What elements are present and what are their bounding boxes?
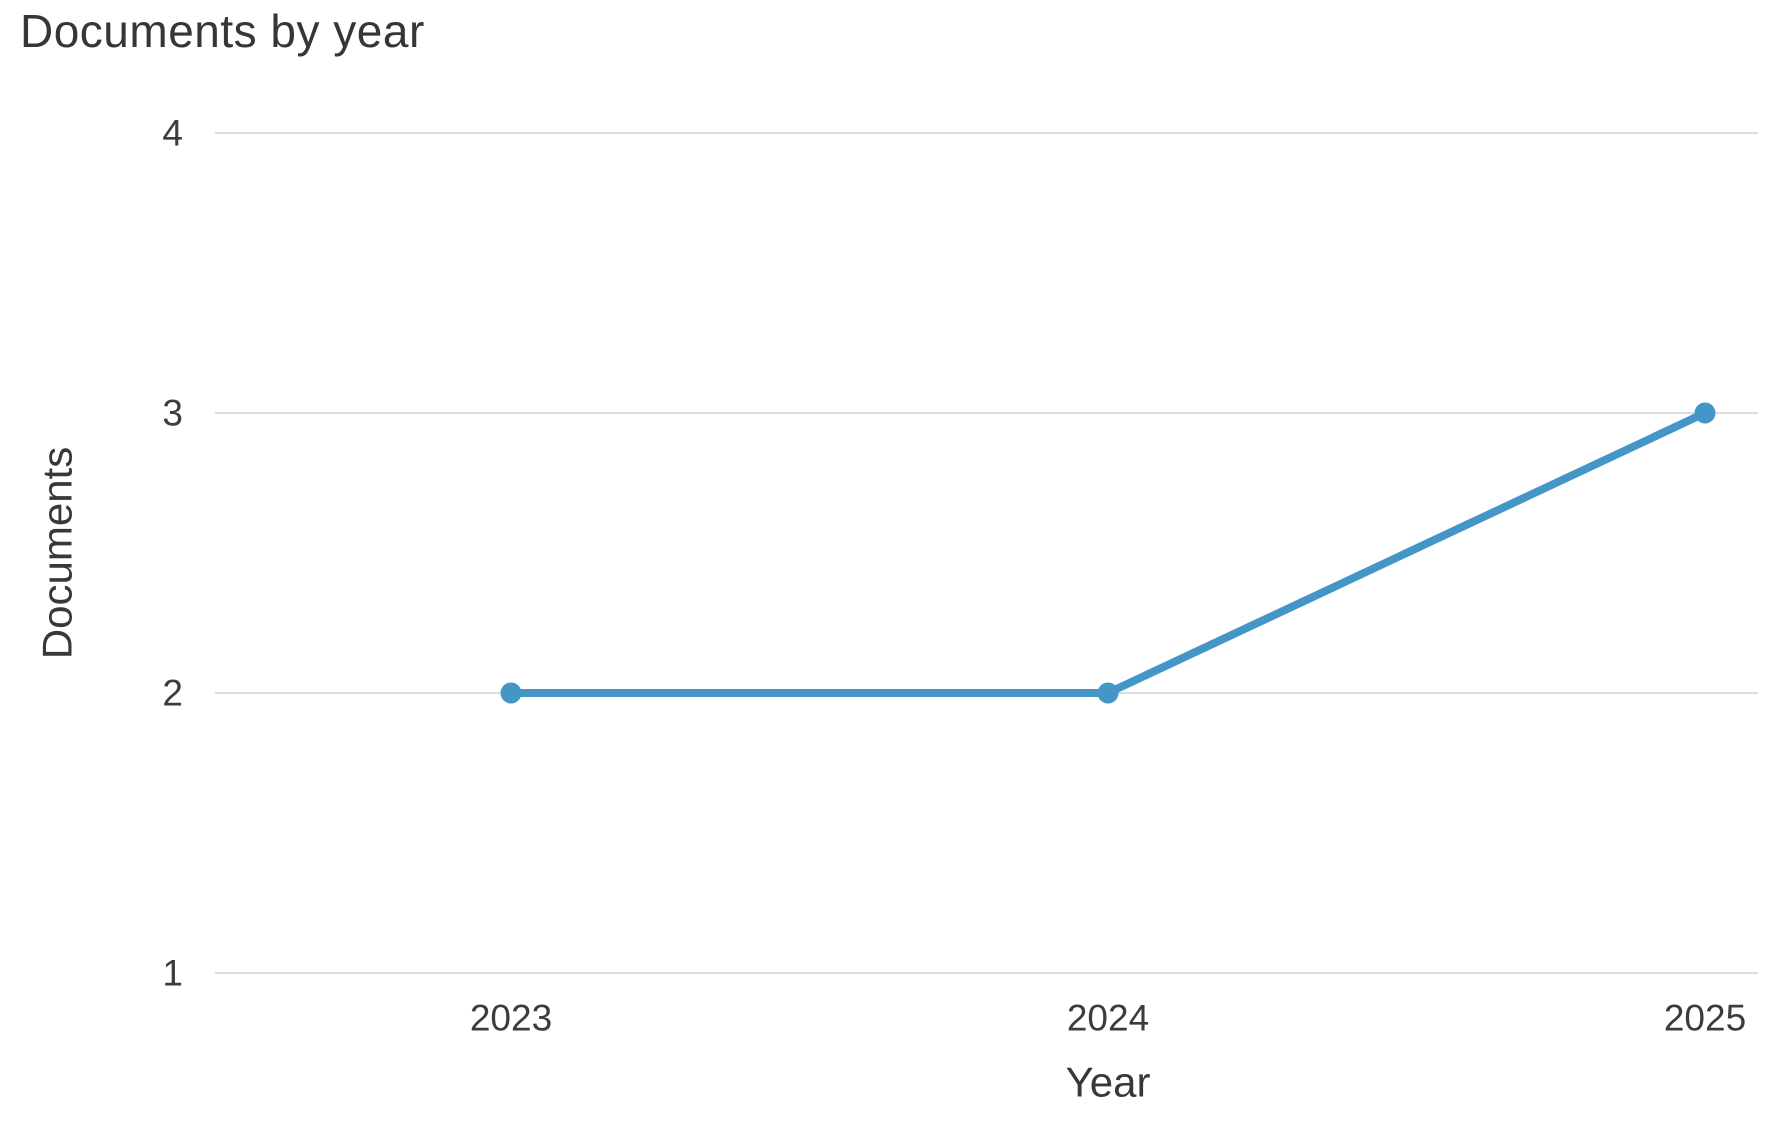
data-point-2025[interactable] — [1694, 402, 1716, 424]
x-tick-label-2025: 2025 — [1664, 998, 1746, 1039]
chart-title: Documents by year — [20, 5, 425, 57]
data-point-2023[interactable] — [500, 682, 522, 704]
x-tick-label-2024: 2024 — [1067, 998, 1149, 1039]
y-tick-label-4: 4 — [162, 113, 183, 154]
y-tick-label-1: 1 — [162, 953, 183, 994]
x-axis-label: Year — [1066, 1059, 1151, 1106]
y-axis-label: Documents — [34, 447, 81, 659]
series-line-documents — [507, 409, 1709, 697]
x-tick-label-2023: 2023 — [470, 998, 552, 1039]
y-tick-label-2: 2 — [162, 673, 183, 714]
data-point-2024[interactable] — [1097, 682, 1119, 704]
y-tick-label-3: 3 — [162, 393, 183, 434]
